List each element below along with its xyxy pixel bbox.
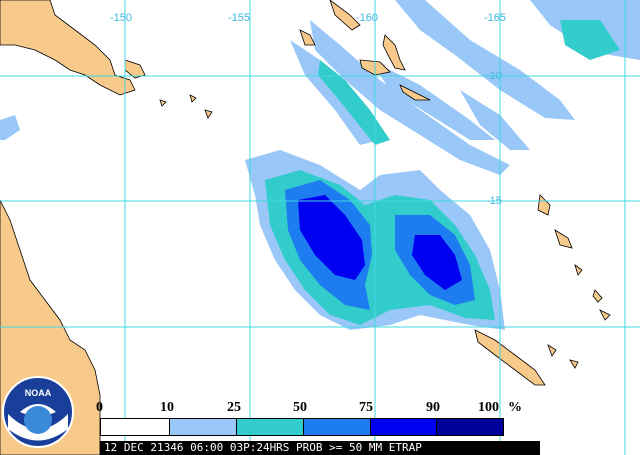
legend-tick: 0 — [96, 400, 103, 415]
legend-swatch-75-90 — [370, 418, 437, 436]
legend-swatch-25-50 — [236, 418, 304, 436]
lon-label: -155 — [228, 12, 251, 24]
legend-tick: 90 — [426, 400, 440, 415]
legend-swatch-90-100 — [436, 418, 504, 436]
noaa-logo-icon: NOAA — [2, 376, 74, 448]
lon-label: -160 — [356, 12, 379, 24]
lat-label: -15 — [486, 195, 502, 207]
legend-tick: 100 — [478, 400, 499, 415]
legend-swatch-0-10 — [100, 418, 170, 436]
legend-tick: 50 — [293, 400, 307, 415]
noaa-logo-text: NOAA — [25, 388, 52, 398]
legend-unit: % — [508, 400, 522, 415]
lon-label: -150 — [110, 12, 133, 24]
lat-label: -10 — [486, 70, 502, 82]
legend-swatch-50-75 — [303, 418, 371, 436]
lon-label: -165 — [484, 12, 507, 24]
legend-tick: 75 — [359, 400, 373, 415]
probability-bands — [0, 0, 640, 330]
legend-tick: 10 — [160, 400, 174, 415]
caption-bar: 12 DEC 21346 06:00 03P:24HRS PROB >= 50 … — [100, 441, 540, 455]
legend-tick: 25 — [227, 400, 241, 415]
legend-swatch-10-25 — [169, 418, 237, 436]
